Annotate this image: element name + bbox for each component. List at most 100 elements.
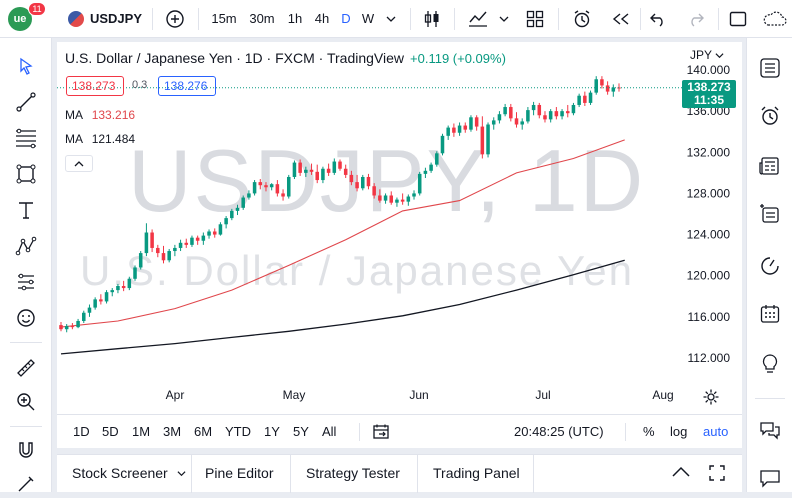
cursor-tool[interactable]: [12, 52, 40, 80]
range-all[interactable]: All: [322, 424, 337, 439]
divider: [290, 455, 291, 493]
bottom-panel-tabs: Stock Screener Pine Editor Strategy Test…: [57, 454, 742, 493]
messages-button[interactable]: [756, 464, 784, 492]
measure-tool[interactable]: [12, 354, 40, 382]
symbol-flag-icon: [67, 10, 84, 27]
panel-collapse-button[interactable]: [671, 465, 691, 484]
chevron-down-icon: [386, 16, 396, 22]
tab-stock-screener[interactable]: Stock Screener: [72, 465, 186, 481]
interval-d-active[interactable]: D: [341, 11, 351, 26]
chart-legend: U.S. Dollar / Japanese Yen · 1D · FXCM ·…: [65, 50, 506, 66]
interval-4h[interactable]: 4h: [314, 11, 330, 26]
range-1y[interactable]: 1Y: [264, 424, 280, 439]
utc-clock[interactable]: 20:48:25 (UTC): [514, 424, 604, 439]
chart-type-button[interactable]: [418, 0, 446, 38]
range-6m[interactable]: 6M: [194, 424, 213, 439]
redo-button[interactable]: [684, 0, 708, 38]
replay-button[interactable]: [608, 0, 634, 38]
calendar-button[interactable]: [756, 300, 784, 328]
interval-1h[interactable]: 1h: [287, 11, 303, 26]
interval-15m[interactable]: 15m: [211, 11, 237, 26]
drawing-toolbar: [0, 38, 52, 492]
tab-strategy-tester[interactable]: Strategy Tester: [306, 465, 400, 481]
currency-label[interactable]: JPY: [690, 48, 724, 62]
auto-scale-toggle[interactable]: auto: [703, 424, 729, 439]
panel-maximize-button[interactable]: [708, 464, 726, 487]
forecast-icon: [18, 273, 34, 291]
collapse-legend-button[interactable]: [65, 155, 93, 172]
ask-price-box[interactable]: 138.276: [158, 76, 216, 96]
last-price-value: 138.273: [687, 80, 731, 94]
magnet-tool[interactable]: [12, 436, 40, 464]
interval-dropdown[interactable]: [382, 0, 400, 38]
alert-button[interactable]: [568, 0, 596, 38]
pattern-icon: [15, 236, 37, 256]
pattern-tool[interactable]: [12, 232, 40, 260]
toolbar-divider: [10, 342, 42, 343]
fib-tool[interactable]: [12, 124, 40, 152]
log-scale-toggle[interactable]: log: [670, 424, 688, 439]
ma1-legend[interactable]: MA 133.216: [65, 108, 135, 122]
toolbar-divider: [10, 426, 42, 427]
templates-button[interactable]: [522, 0, 548, 38]
goto-date-button[interactable]: [372, 423, 390, 446]
indicators-button[interactable]: [464, 0, 492, 38]
message-bubble-icon: [760, 470, 780, 488]
chart-settings-button[interactable]: [702, 388, 720, 406]
description-watermark: U.S. Dollar / Japanese Yen: [80, 247, 634, 294]
gear-icon: [703, 389, 719, 405]
tab-pine-editor[interactable]: Pine Editor: [205, 465, 274, 481]
indicators-dropdown[interactable]: [496, 0, 512, 38]
symbol-watermark: USDJPY, 1D: [128, 131, 646, 230]
interval-30m[interactable]: 30m: [249, 11, 275, 26]
text-t-icon: [19, 202, 33, 219]
ma1-label: MA: [65, 108, 83, 122]
alarm-clock-icon: [574, 9, 590, 27]
divider: [625, 423, 626, 441]
news-button[interactable]: [756, 152, 784, 180]
stream-icon: [760, 204, 779, 223]
compare-button[interactable]: [160, 0, 190, 38]
prediction-tool[interactable]: [12, 268, 40, 296]
range-5y[interactable]: 5Y: [293, 424, 309, 439]
range-3m[interactable]: 3M: [163, 424, 182, 439]
hotlists-button[interactable]: [756, 252, 784, 280]
divider: [533, 455, 534, 493]
interval-w[interactable]: W: [361, 11, 375, 26]
icons-tool[interactable]: [12, 304, 40, 332]
pencil-lock-icon: [18, 476, 34, 492]
range-ytd[interactable]: YTD: [225, 424, 251, 439]
layout-button[interactable]: [726, 0, 750, 38]
shapes-tool[interactable]: [12, 160, 40, 188]
lock-tool[interactable]: [12, 470, 40, 498]
widget-toolbar: [746, 38, 792, 492]
cloud-save-button[interactable]: [758, 0, 792, 38]
trendline-icon: [16, 92, 36, 112]
percent-scale-toggle[interactable]: %: [643, 424, 655, 439]
zoom-tool[interactable]: [12, 388, 40, 416]
chevron-up-icon: [672, 466, 690, 477]
undo-button[interactable]: [646, 0, 670, 38]
trendline-tool[interactable]: [12, 88, 40, 116]
alarm-clock-icon: [761, 106, 779, 125]
rewind-icon: [612, 12, 629, 25]
ideas-button[interactable]: [756, 350, 784, 378]
chevron-down-icon: [177, 471, 186, 477]
candles-icon: [424, 10, 439, 27]
range-1d[interactable]: 1D: [73, 424, 90, 439]
range-5d[interactable]: 5D: [102, 424, 119, 439]
symbol-search[interactable]: USDJPY: [64, 0, 146, 38]
ma2-legend[interactable]: MA 121.484: [65, 132, 135, 146]
ideas-stream-button[interactable]: [756, 200, 784, 228]
text-tool[interactable]: [12, 196, 40, 224]
legend-change: +0.119 (+0.09%): [410, 51, 506, 66]
rectangle-icon: [16, 164, 36, 184]
tab-trading-panel[interactable]: Trading Panel: [433, 465, 520, 481]
list-icon: [760, 58, 780, 78]
watchlist-button[interactable]: [756, 54, 784, 82]
range-1m[interactable]: 1M: [132, 424, 151, 439]
alerts-button[interactable]: [756, 102, 784, 130]
bid-price-box[interactable]: 138.273: [66, 76, 124, 96]
chats-button[interactable]: [756, 416, 784, 444]
divider: [191, 455, 192, 493]
